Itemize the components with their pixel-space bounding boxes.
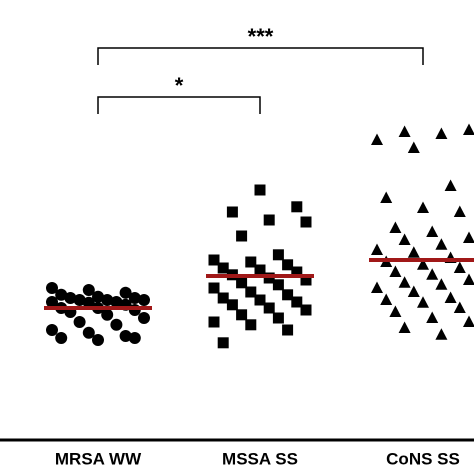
point <box>435 328 448 340</box>
point <box>110 318 123 331</box>
point <box>272 279 284 291</box>
point <box>407 246 420 258</box>
point <box>463 315 474 327</box>
point <box>226 206 238 218</box>
x-tick-label: CoNS SS <box>386 449 460 468</box>
point <box>138 312 150 324</box>
point <box>245 256 257 268</box>
point <box>444 179 457 191</box>
point <box>300 304 312 316</box>
point <box>92 290 104 303</box>
point <box>389 221 402 233</box>
point <box>398 276 411 288</box>
point <box>453 261 466 273</box>
point <box>254 184 266 196</box>
point <box>398 321 411 333</box>
point <box>263 302 275 314</box>
point <box>208 254 220 266</box>
point <box>435 127 448 139</box>
point <box>236 309 248 321</box>
point <box>282 289 294 301</box>
point <box>82 296 95 309</box>
point <box>245 319 257 331</box>
point <box>282 259 294 271</box>
point <box>119 286 132 299</box>
point <box>73 316 86 328</box>
point <box>101 294 114 306</box>
point <box>398 125 411 137</box>
point <box>138 294 150 306</box>
point <box>453 301 466 313</box>
point <box>435 238 448 250</box>
point <box>380 293 393 305</box>
point <box>208 282 220 294</box>
point <box>82 326 95 339</box>
point <box>55 288 68 301</box>
point <box>291 266 303 278</box>
x-tick-label: MSSA SS <box>222 449 298 468</box>
point <box>463 273 474 285</box>
point <box>291 201 303 213</box>
point <box>217 337 229 349</box>
point <box>282 324 294 336</box>
point <box>46 282 58 294</box>
point <box>463 123 474 135</box>
point <box>245 286 257 298</box>
point <box>46 324 58 336</box>
point <box>444 291 457 303</box>
point <box>371 133 383 145</box>
point <box>46 296 58 308</box>
point <box>55 332 68 344</box>
point <box>426 311 439 323</box>
point <box>226 299 238 311</box>
point <box>217 292 229 304</box>
point <box>272 249 284 261</box>
point <box>272 312 284 324</box>
point <box>208 316 220 328</box>
point <box>389 265 402 277</box>
point <box>254 294 266 306</box>
significance-label: *** <box>248 24 274 49</box>
significance-bracket <box>97 96 261 114</box>
point <box>426 225 439 237</box>
point <box>64 292 77 304</box>
point <box>73 294 86 306</box>
point <box>263 214 275 226</box>
significance-bracket <box>97 47 424 65</box>
point <box>389 305 402 317</box>
point <box>300 274 312 286</box>
point <box>110 296 123 308</box>
point <box>119 330 132 342</box>
point <box>407 141 420 153</box>
point <box>291 296 303 308</box>
point <box>417 258 429 270</box>
x-tick-label: MRSA WW <box>55 449 142 468</box>
point <box>398 233 411 245</box>
point <box>380 191 393 203</box>
point <box>101 308 114 321</box>
point <box>371 281 383 293</box>
point <box>217 262 229 274</box>
point <box>236 277 248 289</box>
significance-label: * <box>175 73 184 98</box>
point <box>463 231 474 243</box>
point <box>417 201 429 213</box>
point <box>371 243 383 255</box>
point <box>92 334 104 346</box>
point <box>407 285 420 297</box>
point <box>417 296 429 308</box>
point <box>82 284 95 296</box>
point <box>254 264 266 276</box>
point <box>435 278 448 290</box>
point <box>128 292 141 304</box>
point <box>300 216 312 228</box>
point <box>453 205 466 217</box>
point <box>128 332 141 344</box>
point <box>236 230 248 242</box>
point <box>426 268 439 280</box>
